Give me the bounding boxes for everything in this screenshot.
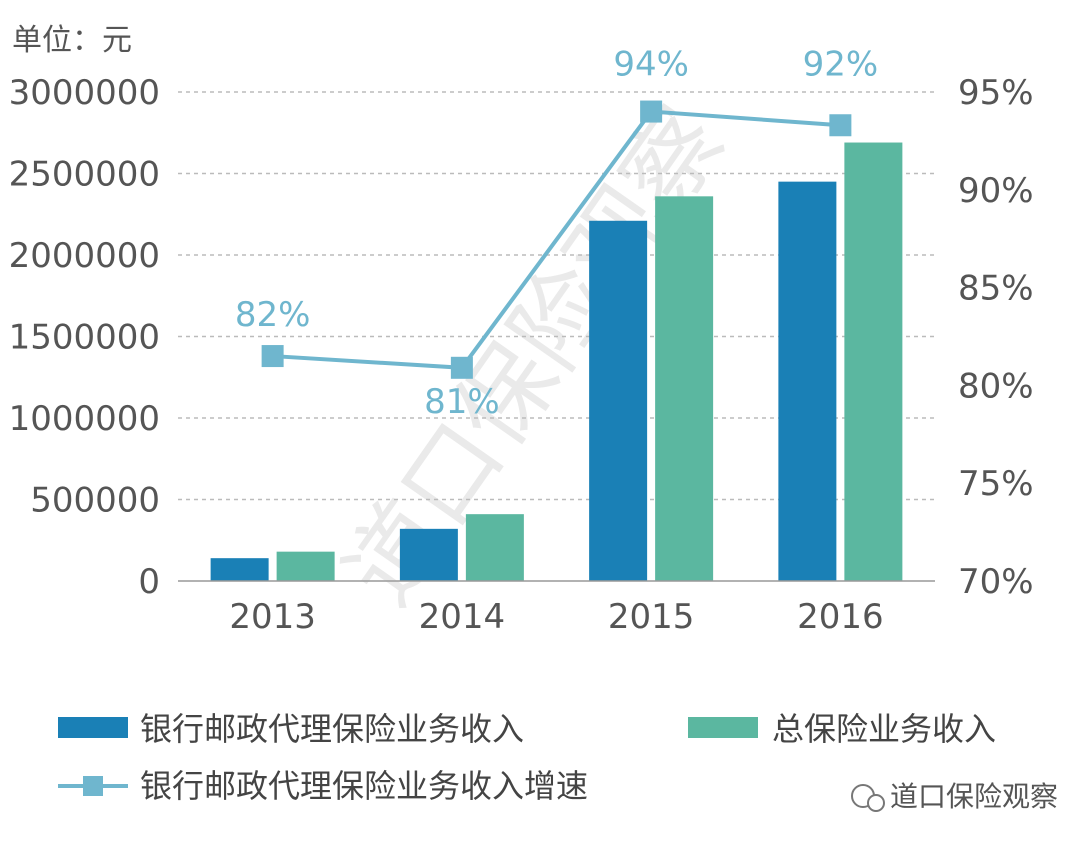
growth-point (829, 114, 852, 137)
legend: 银行邮政代理保险业务收入 总保险业务收入 银行邮政代理保险业务收入增速 (58, 710, 996, 805)
gridlines (178, 91, 935, 501)
bar-bank (210, 558, 269, 581)
legend-label-bank: 银行邮政代理保险业务收入 (140, 710, 524, 748)
x-axis-ticks: 2013 2014 2015 2016 (229, 597, 883, 637)
x-tick-label: 2016 (797, 597, 884, 637)
growth-point (261, 345, 284, 368)
right-tick-label: 75% (958, 464, 1034, 504)
growth-data-label: 92% (803, 44, 879, 84)
right-tick-label: 85% (958, 269, 1034, 309)
left-tick-label: 2500000 (9, 155, 160, 195)
growth-line: 82% 81% 94% 92% (235, 44, 878, 422)
left-tick-label: 500000 (30, 481, 160, 521)
unit-label: 单位：元 (12, 23, 132, 58)
x-tick-label: 2014 (419, 597, 506, 637)
bar-bank (399, 528, 458, 581)
x-tick-label: 2013 (229, 597, 316, 637)
right-tick-label: 70% (958, 562, 1034, 602)
corner-watermark-text: 道口保险观察 (890, 780, 1058, 813)
right-axis-ticks: 70% 75% 80% 85% 90% 95% (958, 73, 1034, 602)
left-tick-label: 2000000 (9, 236, 160, 276)
legend-swatch-total (688, 717, 758, 738)
right-tick-label: 90% (958, 171, 1034, 211)
right-tick-label: 80% (958, 366, 1034, 406)
bar-total (844, 142, 903, 581)
left-tick-label: 3000000 (9, 73, 160, 113)
legend-marker-growth (83, 776, 103, 796)
bar-total (465, 514, 524, 581)
growth-point (450, 356, 473, 379)
growth-point (640, 100, 663, 123)
x-tick-label: 2015 (608, 597, 695, 637)
left-tick-label: 1000000 (9, 399, 160, 439)
left-axis-ticks: 0 500000 1000000 1500000 2000000 2500000 30000… (9, 73, 160, 602)
growth-line-path (272, 109, 841, 370)
legend-label-total: 总保险业务收入 (772, 710, 996, 748)
bar-total (655, 196, 714, 581)
corner-watermark: 道口保险观察 (851, 780, 1058, 813)
legend-swatch-bank (58, 717, 128, 738)
bar-total (276, 551, 335, 581)
growth-data-label: 81% (424, 382, 500, 422)
growth-data-label: 82% (235, 295, 311, 335)
bar-bank (778, 181, 837, 581)
bars (210, 142, 903, 581)
left-tick-label: 1500000 (9, 318, 160, 358)
bar-bank (589, 220, 648, 581)
left-tick-label: 0 (138, 562, 160, 602)
right-tick-label: 95% (958, 73, 1034, 113)
legend-label-growth: 银行邮政代理保险业务收入增速 (140, 767, 588, 805)
wechat-icon-small (867, 794, 885, 812)
growth-data-label: 94% (613, 45, 689, 85)
